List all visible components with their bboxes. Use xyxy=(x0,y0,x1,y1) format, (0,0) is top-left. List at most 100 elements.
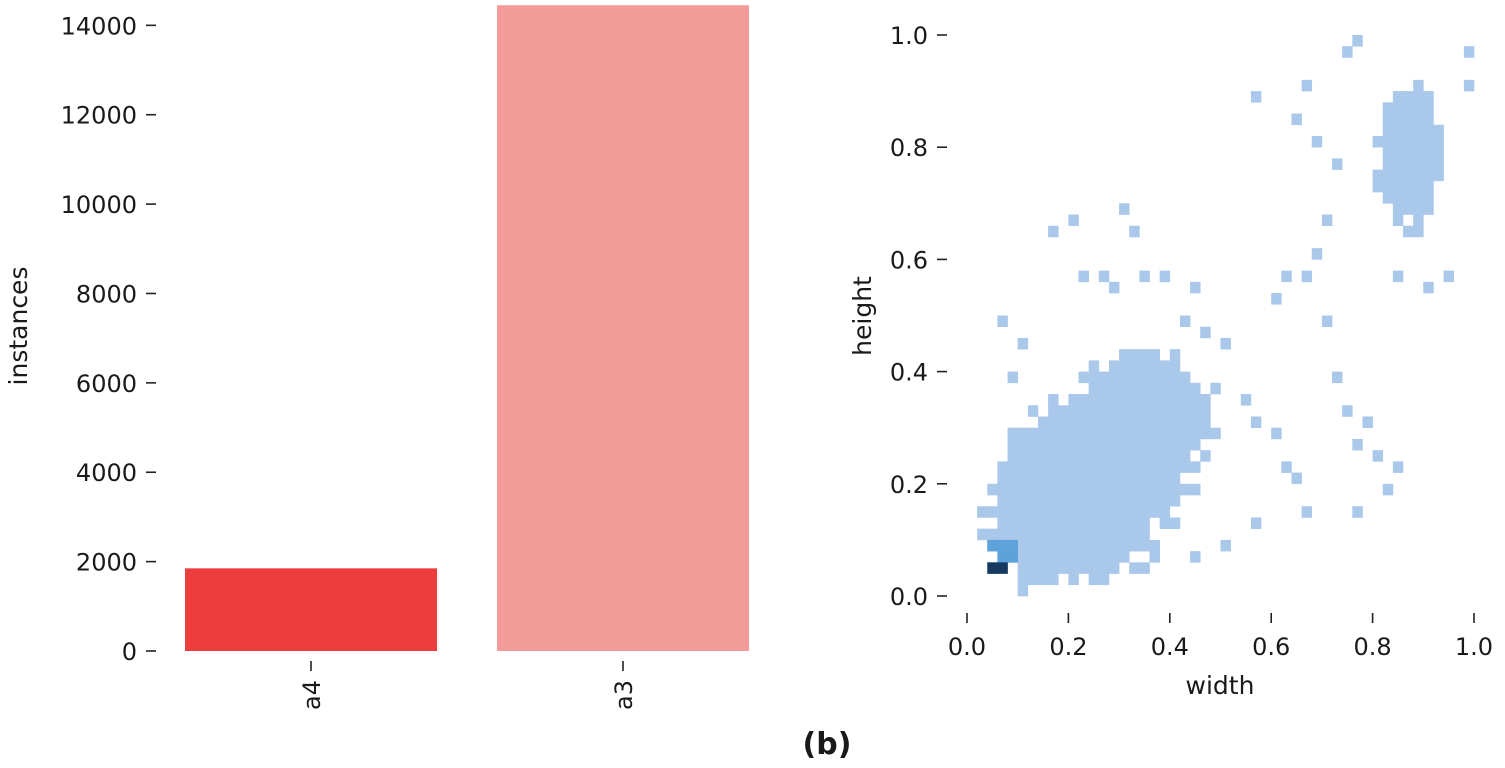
histogram-cell xyxy=(1139,394,1150,406)
histogram-cell xyxy=(1403,147,1414,159)
histogram-cell xyxy=(1149,461,1160,473)
histogram-cell xyxy=(1119,528,1130,541)
histogram-cell xyxy=(1068,461,1079,473)
histogram-cell xyxy=(1027,483,1039,496)
histogram-x-tick-label: 0.8 xyxy=(1354,633,1392,661)
histogram-y-tick-label: 0.6 xyxy=(890,246,928,274)
histogram-cell xyxy=(1179,416,1191,428)
histogram-cell xyxy=(1129,438,1140,451)
histogram-x-tick-label: 0.4 xyxy=(1151,633,1189,661)
histogram-cell xyxy=(1423,203,1434,215)
histogram-cell xyxy=(1098,551,1110,563)
histogram-cell xyxy=(1078,528,1089,541)
histogram-cell xyxy=(1108,360,1120,372)
histogram-cell xyxy=(1169,360,1181,372)
histogram-cell xyxy=(1413,203,1424,215)
histogram-cell xyxy=(1159,506,1171,518)
histogram-cell xyxy=(1382,180,1394,193)
histogram-cell xyxy=(1139,506,1150,518)
histogram-cell xyxy=(1017,539,1029,552)
histogram-cell xyxy=(1169,438,1181,451)
histogram-cell xyxy=(1007,517,1018,529)
histogram-cell xyxy=(1078,517,1089,529)
histogram-cell xyxy=(1048,461,1059,473)
histogram-cell xyxy=(1392,461,1404,473)
histogram-cell xyxy=(1413,124,1424,137)
histogram-cell xyxy=(1088,483,1100,496)
histogram-cell xyxy=(1423,135,1434,148)
histogram-cell xyxy=(1149,551,1160,563)
histogram-cell xyxy=(1048,416,1059,428)
histogram-cell xyxy=(1190,551,1201,563)
histogram-cell xyxy=(1159,517,1171,529)
histogram-cell xyxy=(1149,472,1160,485)
histogram-cell xyxy=(1058,551,1069,563)
histogram-cell xyxy=(1027,517,1039,529)
histogram-cell xyxy=(1403,192,1414,204)
histogram-cell xyxy=(1017,495,1029,507)
histogram-y-tick-label: 1.0 xyxy=(890,22,928,50)
histogram-cell xyxy=(1078,506,1089,518)
histogram-cell xyxy=(1007,472,1018,485)
histogram-cell xyxy=(1190,281,1201,294)
bar-y-tick-label: 2000 xyxy=(76,549,137,577)
histogram-cell xyxy=(987,506,998,518)
histogram-cell xyxy=(1119,427,1130,440)
histogram-dense-cell xyxy=(987,539,998,552)
histogram-cell xyxy=(997,506,1008,518)
histogram-cell xyxy=(1403,124,1414,137)
histogram-cell xyxy=(1068,517,1079,529)
bar xyxy=(497,5,749,651)
histogram-cell xyxy=(1017,483,1029,496)
histogram-cell xyxy=(1423,158,1434,170)
histogram-cell xyxy=(1037,573,1049,586)
histogram-cell xyxy=(1139,427,1150,440)
histogram-cell xyxy=(1108,539,1120,552)
histogram-cell xyxy=(1078,405,1089,417)
histogram-cell xyxy=(1078,427,1089,440)
histogram-cell xyxy=(1129,394,1140,406)
histogram-cell xyxy=(1027,495,1039,507)
histogram-cell xyxy=(1149,495,1160,507)
histogram-chart: 0.0 0.2 0.4 0.6 0.8 1.0 0.0 0.2 0.4 0.6 0.8 1.0 wid… xyxy=(848,22,1493,700)
bar xyxy=(185,568,437,651)
histogram-cell xyxy=(1037,472,1049,485)
histogram-cell xyxy=(1098,483,1110,496)
histogram-cell xyxy=(1179,394,1191,406)
histogram-cell xyxy=(1048,495,1059,507)
histogram-cell xyxy=(1027,539,1039,552)
histogram-cell xyxy=(1088,371,1100,384)
histogram-cell xyxy=(1382,483,1394,496)
histogram-cell xyxy=(1149,394,1160,406)
histogram-cell xyxy=(1149,427,1160,440)
histogram-cell xyxy=(1108,483,1120,496)
histogram-cell xyxy=(1250,416,1262,428)
histogram-cell xyxy=(1027,506,1039,518)
histogram-cell xyxy=(1403,225,1414,238)
histogram-cell xyxy=(1149,416,1160,428)
histogram-cell xyxy=(1332,158,1343,170)
histogram-cell xyxy=(1058,438,1069,451)
histogram-cell xyxy=(1392,203,1404,215)
histogram-cell xyxy=(997,472,1008,485)
histogram-cell xyxy=(1058,562,1069,574)
histogram-cell xyxy=(997,461,1008,473)
histogram-cell xyxy=(1027,472,1039,485)
histogram-cell xyxy=(1423,124,1434,137)
histogram-y-tick-label: 0.0 xyxy=(890,583,928,611)
histogram-cell xyxy=(1048,551,1059,563)
histogram-cell xyxy=(1108,438,1120,451)
histogram-cell xyxy=(1413,79,1424,92)
histogram-cell xyxy=(1169,450,1181,462)
histogram-cell xyxy=(1413,91,1424,103)
histogram-cell xyxy=(1433,124,1444,137)
histogram-cell xyxy=(1058,539,1069,552)
bar-y-tick-label: 6000 xyxy=(76,370,137,398)
histogram-cell xyxy=(1098,427,1110,440)
histogram-cell xyxy=(1392,113,1404,126)
histogram-cell xyxy=(1068,427,1079,440)
histogram-cell xyxy=(1149,382,1160,395)
histogram-cell xyxy=(1119,461,1130,473)
histogram-cell xyxy=(1108,528,1120,541)
histogram-cell xyxy=(1048,405,1059,417)
